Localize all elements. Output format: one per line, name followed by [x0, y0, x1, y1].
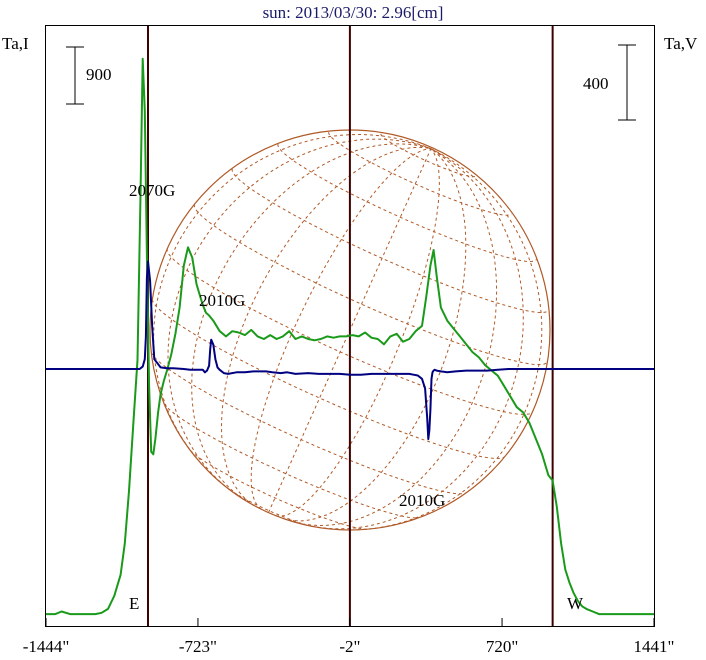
- grid-latitude-line: [151, 299, 505, 460]
- grid-longitude-line: [268, 148, 432, 513]
- left-scale-value: 900: [86, 65, 112, 84]
- x-axis: -1444" -723" -2" 720" 1441": [23, 618, 675, 656]
- right-axis-label: Ta,V: [664, 34, 698, 53]
- chart-title: sun: 2013/03/30: 2.96[cm]: [262, 3, 444, 22]
- x-tick-label: -723": [179, 637, 217, 656]
- right-scale-value: 400: [583, 74, 609, 93]
- grid-longitude-line: [250, 148, 432, 510]
- series-group: [46, 57, 654, 616]
- grid-latitude-line: [277, 143, 537, 263]
- series-intensity-line: [46, 57, 654, 616]
- annotation-2070g: 2070G: [129, 181, 175, 200]
- grid-latitude-line: [193, 204, 548, 366]
- right-scale-bar: [618, 44, 636, 121]
- x-tick-label: 720": [486, 637, 518, 656]
- x-tick-label: -2": [339, 637, 360, 656]
- grid-latitude-line: [163, 403, 420, 519]
- grid-longitude-line: [191, 143, 432, 500]
- left-scale-bar: [66, 46, 84, 105]
- west-limb-label: W: [567, 594, 584, 613]
- annotation-2010g-lower: 2010G: [399, 491, 445, 510]
- annotation-2010g-upper: 2010G: [199, 291, 245, 310]
- grid-longitude-line: [356, 148, 543, 531]
- grid-latitude-line: [190, 450, 367, 530]
- grid-latitude-line: [228, 488, 313, 527]
- grid-longitude-line: [275, 148, 440, 517]
- left-axis-label: Ta,I: [2, 34, 29, 53]
- x-tick-label: -1444": [23, 637, 70, 656]
- grid-longitude-line: [220, 146, 432, 507]
- series-polarization-line: [46, 260, 654, 441]
- limb-lines: [147, 26, 554, 626]
- grid-longitude-line: [311, 148, 524, 530]
- grid-longitude-line: [153, 133, 432, 459]
- grid-latitude-line: [328, 132, 512, 216]
- grid-latitude-line: [231, 168, 550, 314]
- x-tick-label: 1441": [634, 637, 675, 656]
- grid-longitude-line: [282, 148, 467, 522]
- plot-frame: [45, 25, 655, 627]
- east-limb-label: E: [129, 594, 139, 613]
- grid-longitude-line: [296, 148, 498, 527]
